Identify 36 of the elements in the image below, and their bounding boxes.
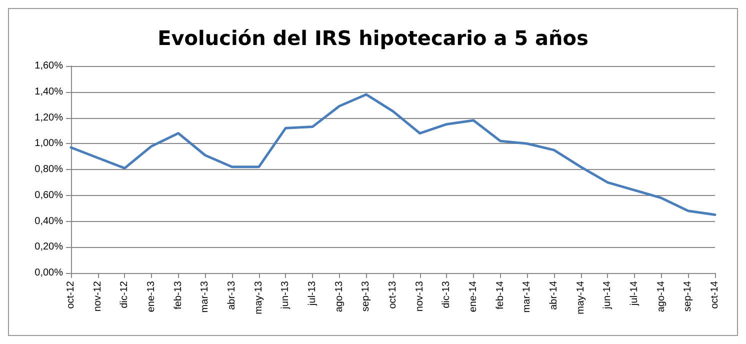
x-tick-label: sep-14 [682,280,694,312]
x-tick-label: mar-13 [200,280,211,313]
x-tick-label: nov-13 [414,280,426,312]
x-tick-label: sep-13 [360,280,372,312]
x-tick-label: ago-14 [656,280,667,312]
x-tick-label: ene-14 [468,280,479,312]
x-tick-label: oct-12 [66,280,76,309]
x-tick-label: ago-13 [334,280,345,312]
x-tick-label: ene-13 [146,280,157,312]
x-tick-label: feb-14 [494,280,506,310]
x-tick-label: dic-12 [119,280,130,308]
x-tick-label: jul-14 [629,280,640,306]
x-tick-label: oct-14 [710,280,720,309]
y-tick-label: 0,00% [34,268,64,278]
x-tick-label: jun-14 [602,280,614,310]
x-tick-label: nov-12 [92,280,104,312]
x-tick-label: may-14 [575,280,586,314]
x-tick-label: oct-13 [388,280,398,309]
y-tick-label: 0,80% [34,164,64,175]
y-tick-label: 0,20% [34,242,64,253]
y-tick-label: 1,40% [34,86,64,98]
y-tick-label: 1,00% [34,138,64,150]
x-tick-label: mar-14 [522,280,533,313]
y-tick-label: 1,20% [34,112,64,124]
x-tick-label: dic-13 [441,280,452,308]
x-tick-label: jul-13 [307,280,318,306]
chart-title: Evolución del IRS hipotecario a 5 años [158,26,588,50]
x-tick-label: may-13 [253,280,264,314]
line-series [70,93,716,216]
x-tick-label: feb-13 [172,280,184,310]
y-tick-label: 0,40% [34,216,64,227]
y-tick-label: 1,60% [34,60,64,72]
x-tick-label: abr-14 [548,280,560,310]
x-tick-label: jun-13 [280,280,292,310]
x-tick-label: abr-13 [226,280,238,310]
y-tick-label: 0,60% [34,190,64,201]
